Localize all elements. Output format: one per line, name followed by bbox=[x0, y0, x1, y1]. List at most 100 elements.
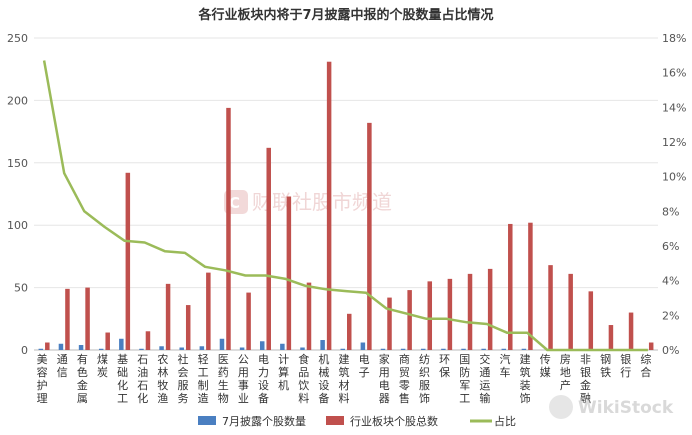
bar-total-count bbox=[165, 283, 171, 350]
right-tick-label: 6% bbox=[662, 240, 679, 253]
wikistock-text: WikiStock bbox=[578, 398, 674, 418]
legend-label: 占比 bbox=[494, 414, 516, 428]
ratio-line bbox=[42, 60, 648, 352]
bar-disclose-count bbox=[219, 338, 225, 350]
right-tick-label: 0% bbox=[662, 344, 679, 357]
right-tick-label: 2% bbox=[662, 309, 679, 322]
legend-label: 行业板块个股总数 bbox=[350, 414, 438, 428]
bar-total-count bbox=[145, 331, 151, 350]
category-label: 农林牧渔 bbox=[157, 352, 168, 405]
category-label: 医药生物 bbox=[218, 353, 229, 405]
bar-total-count bbox=[588, 291, 594, 350]
category-label: 电子 bbox=[359, 353, 370, 379]
category-label: 通信 bbox=[57, 353, 68, 379]
bar-total-count bbox=[648, 342, 654, 350]
watermark: C 财联社股市频道 bbox=[224, 190, 392, 214]
category-label: 社会服务 bbox=[177, 352, 188, 405]
left-tick-label: 200 bbox=[7, 94, 28, 107]
category-label: 钢铁 bbox=[600, 353, 611, 379]
bar-disclose-count bbox=[481, 348, 486, 350]
right-tick-label: 14% bbox=[662, 101, 686, 114]
legend: 7月披露个股数量 行业板块个股总数 占比 bbox=[198, 414, 516, 428]
category-label: 汽车 bbox=[500, 352, 511, 379]
category-label: 传媒 bbox=[540, 353, 551, 379]
category-label: 银行 bbox=[620, 352, 631, 379]
bar-total-count bbox=[528, 222, 533, 350]
category-label: 房地产 bbox=[560, 353, 571, 392]
bar-disclose-count bbox=[139, 348, 144, 350]
left-tick-label: 150 bbox=[7, 157, 28, 170]
bar-total-count bbox=[326, 61, 332, 350]
legend-label: 7月披露个股数量 bbox=[222, 414, 306, 428]
category-label: 建筑材料 bbox=[339, 352, 350, 405]
bar-total-count bbox=[286, 196, 292, 350]
right-tick-label: 18% bbox=[662, 32, 686, 45]
category-label: 家用电器 bbox=[379, 352, 390, 405]
wikistock-logo-icon bbox=[549, 395, 573, 419]
category-label: 纺织服饰 bbox=[419, 352, 430, 405]
bar-disclose-count bbox=[461, 348, 466, 350]
bar-disclose-count bbox=[441, 348, 446, 350]
category-label: 基础化工 bbox=[117, 353, 128, 405]
bar-total-count bbox=[548, 265, 553, 350]
category-label: 环保 bbox=[439, 353, 450, 379]
bar-disclose-count bbox=[179, 347, 184, 350]
category-label: 商贸零售 bbox=[399, 352, 410, 405]
bar-total-count bbox=[407, 290, 412, 350]
bars-layer bbox=[38, 61, 654, 350]
bar-total-count bbox=[568, 273, 573, 350]
bar-total-count bbox=[185, 305, 191, 350]
bar-disclose-count bbox=[119, 338, 124, 350]
bar-disclose-count bbox=[320, 340, 325, 350]
bar-total-count bbox=[628, 312, 634, 350]
bar-disclose-count bbox=[280, 343, 285, 350]
bar-disclose-count bbox=[58, 343, 64, 350]
bar-total-count bbox=[467, 273, 473, 350]
category-label: 非银金融 bbox=[580, 353, 591, 405]
bar-disclose-count bbox=[159, 346, 164, 350]
bar-total-count bbox=[45, 342, 50, 350]
chart-title: 各行业板块内将于7月披露中报的个股数量占比情况 bbox=[197, 7, 493, 23]
bar-total-count bbox=[105, 332, 110, 350]
bar-total-count bbox=[306, 282, 312, 350]
category-label: 石油石化 bbox=[137, 353, 148, 405]
bar-disclose-count bbox=[421, 348, 426, 350]
bar-disclose-count bbox=[521, 348, 527, 350]
bar-disclose-count bbox=[259, 341, 265, 350]
bar-disclose-count bbox=[38, 348, 44, 350]
bar-total-count bbox=[125, 172, 131, 350]
category-label: 煤炭 bbox=[97, 353, 108, 379]
bar-total-count bbox=[226, 107, 231, 350]
bar-disclose-count bbox=[340, 348, 345, 350]
category-label: 国防军工 bbox=[459, 353, 470, 405]
category-label: 计算机 bbox=[278, 353, 289, 392]
right-tick-label: 4% bbox=[662, 275, 679, 288]
bar-disclose-count bbox=[300, 347, 305, 350]
right-tick-label: 8% bbox=[662, 205, 679, 218]
bar-disclose-count bbox=[199, 346, 205, 350]
bar-disclose-count bbox=[360, 342, 366, 350]
ratio-line-layer bbox=[42, 60, 648, 352]
category-label: 综合 bbox=[640, 352, 651, 379]
bar-total-count bbox=[347, 313, 352, 350]
bar-total-count bbox=[65, 288, 70, 350]
bar-disclose-count bbox=[501, 348, 507, 350]
category-label: 食品饮料 bbox=[298, 352, 309, 405]
bar-total-count bbox=[85, 287, 90, 350]
corner-watermark: WikiStock bbox=[549, 395, 674, 419]
category-labels: 美容护理通信有色金属煤炭基础化工石油石化农林牧渔社会服务轻工制造医药生物公用事业… bbox=[37, 352, 652, 405]
bar-total-count bbox=[487, 268, 493, 350]
category-label: 电力设备 bbox=[258, 353, 269, 405]
bar-disclose-count bbox=[380, 348, 386, 350]
bar-total-count bbox=[447, 278, 453, 350]
category-label: 交通运输 bbox=[479, 352, 490, 405]
right-tick-label: 12% bbox=[662, 136, 686, 149]
bar-disclose-count bbox=[78, 345, 84, 350]
left-tick-label: 100 bbox=[7, 219, 28, 232]
bar-total-count bbox=[246, 292, 251, 350]
left-tick-label: 250 bbox=[7, 32, 28, 45]
legend-swatch bbox=[198, 416, 216, 425]
right-axis: 0% 2% 4% 6% 8% 10% 12% 14% 16% 18% bbox=[662, 32, 686, 357]
bar-disclose-count bbox=[400, 348, 406, 350]
